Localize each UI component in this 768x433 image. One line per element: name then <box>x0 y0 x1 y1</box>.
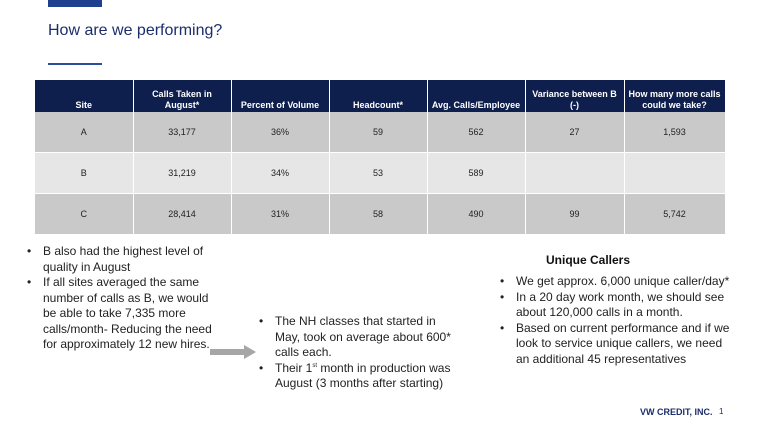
page-number: 1 <box>719 407 724 416</box>
cell-calls-taken: 33,177 <box>133 112 232 153</box>
cell-variance <box>525 152 625 194</box>
cell-avg-calls: 490 <box>427 193 526 235</box>
table-header-row: Site Calls Taken in August* Percent of V… <box>35 80 726 112</box>
list-item-text: month in production was August (3 months… <box>275 360 451 391</box>
list-item: Based on current performance and if we l… <box>498 321 733 368</box>
table-row: C 28,414 31% 58 490 99 5,742 <box>35 193 726 235</box>
new-hire-list: The NH classes that started in May, took… <box>257 314 457 392</box>
header-headcount: Headcount* <box>329 80 428 112</box>
list-item: If all sites averaged the same number of… <box>25 275 220 353</box>
ordinal-suffix: st <box>312 362 318 369</box>
cell-site: C <box>35 193 134 235</box>
cell-headcount: 58 <box>329 193 428 235</box>
cell-site: A <box>35 112 134 153</box>
cell-calls-taken: 28,414 <box>133 193 232 235</box>
cell-variance: 27 <box>525 112 625 153</box>
header-how-many-more: How many more calls could we take? <box>624 80 726 112</box>
right-arrow-icon <box>210 345 256 359</box>
findings-list: B also had the highest level of quality … <box>25 244 220 353</box>
header-percent-volume: Percent of Volume <box>231 80 330 112</box>
header-calls-taken: Calls Taken in August* <box>133 80 232 112</box>
list-item: The NH classes that started in May, took… <box>257 314 457 361</box>
cell-percent-volume: 36% <box>231 112 330 153</box>
table-row: B 31,219 34% 53 589 <box>35 152 726 194</box>
header-avg-calls: Avg. Calls/Employee <box>427 80 526 112</box>
cell-headcount: 53 <box>329 152 428 194</box>
list-item: In a 20 day work month, we should see ab… <box>498 290 733 321</box>
cell-percent-volume: 34% <box>231 152 330 194</box>
cell-site: B <box>35 152 134 194</box>
header-variance: Variance between B (-) <box>525 80 625 112</box>
title-underline <box>48 63 102 65</box>
footer-brand: VW CREDIT, INC. <box>640 407 713 417</box>
unique-callers-list: We get approx. 6,000 unique caller/day* … <box>498 274 733 367</box>
list-item-text: Their 1 <box>275 360 313 375</box>
cell-calls-taken: 31,219 <box>133 152 232 194</box>
header-site: Site <box>35 80 134 112</box>
list-item: We get approx. 6,000 unique caller/day* <box>498 274 733 290</box>
list-item: Their 1st month in production was August… <box>257 361 457 392</box>
table-row: A 33,177 36% 59 562 27 1,593 <box>35 112 726 153</box>
unique-callers-heading: Unique Callers <box>546 253 631 267</box>
performance-table: Site Calls Taken in August* Percent of V… <box>35 80 726 235</box>
cell-how-many-more <box>624 152 726 194</box>
cell-variance: 99 <box>525 193 625 235</box>
cell-avg-calls: 562 <box>427 112 526 153</box>
list-item: B also had the highest level of quality … <box>25 244 220 275</box>
page-title: How are we performing? <box>48 22 223 39</box>
cell-how-many-more: 1,593 <box>624 112 726 153</box>
cell-headcount: 59 <box>329 112 428 153</box>
cell-avg-calls: 589 <box>427 152 526 194</box>
cell-percent-volume: 31% <box>231 193 330 235</box>
cell-how-many-more: 5,742 <box>624 193 726 235</box>
top-accent-bar <box>48 0 102 7</box>
